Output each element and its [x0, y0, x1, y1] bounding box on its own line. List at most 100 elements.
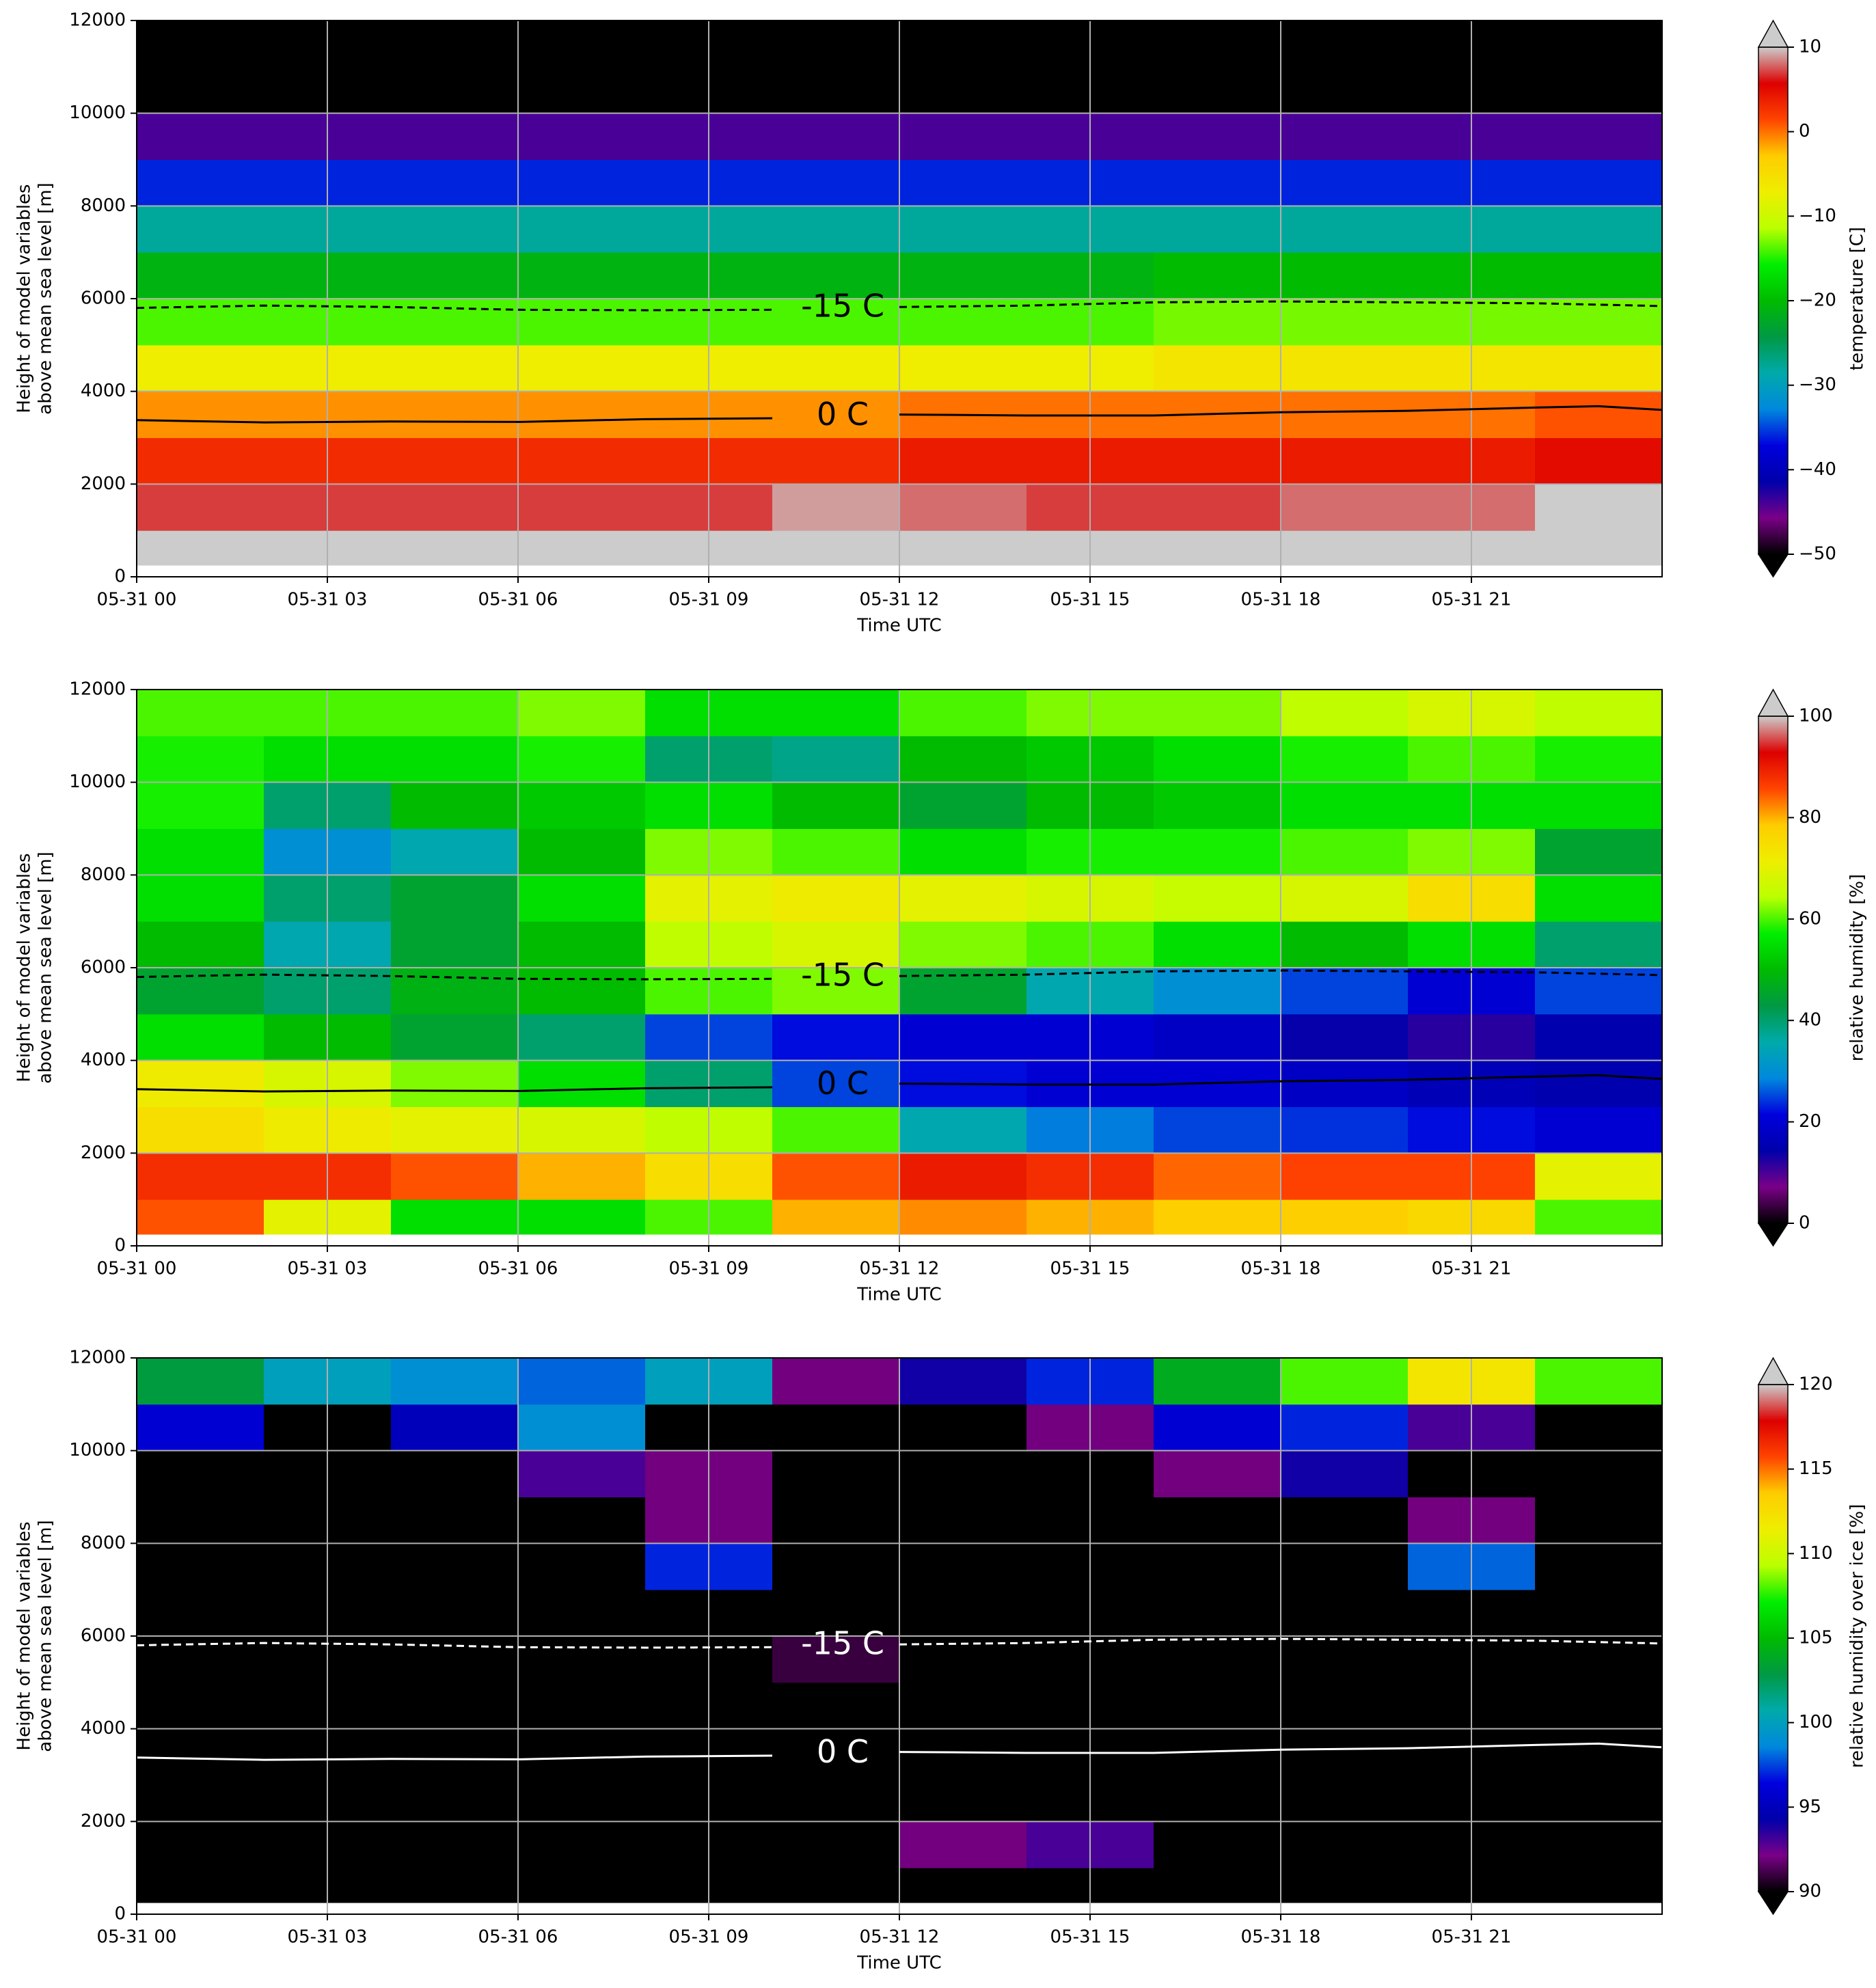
heatmap-cell — [137, 206, 264, 253]
heatmap-cell — [1281, 1450, 1409, 1497]
heatmap-cell — [137, 1013, 264, 1061]
contour-line — [899, 969, 1663, 977]
y-axis-label: Height of model variables — [14, 1521, 35, 1750]
heatmap-cell — [137, 875, 264, 922]
heatmap-cell — [772, 968, 900, 1015]
colorbar — [1758, 1385, 1788, 1892]
heatmap-cell — [137, 252, 264, 299]
y-tick-label: 2000 — [81, 1811, 126, 1832]
heatmap-cell — [1154, 1153, 1281, 1200]
heatmap-cell — [772, 1450, 900, 1497]
heatmap-cell — [137, 391, 264, 438]
y-tick-label: 12000 — [69, 679, 126, 700]
x-tick-label: 05-31 15 — [1050, 1259, 1130, 1279]
heatmap-cell — [1154, 690, 1281, 737]
heatmap-cell — [518, 1404, 646, 1452]
colorbar-tick-label: 90 — [1799, 1881, 1821, 1902]
heatmap-cell — [1535, 921, 1663, 968]
heatmap-cell — [899, 921, 1027, 968]
heatmap-cell — [1535, 1497, 1663, 1544]
colorbar-tick-label: 0 — [1799, 1213, 1810, 1234]
heatmap-cell — [899, 828, 1027, 875]
heatmap-cell — [899, 252, 1027, 299]
heatmap-cell — [391, 1450, 519, 1497]
heatmap-cell — [1535, 1199, 1663, 1235]
heatmap-cell — [391, 391, 519, 438]
heatmap-cell — [137, 484, 264, 531]
colorbar-tick-label: 60 — [1799, 908, 1821, 929]
colorbar-tick-label: 120 — [1799, 1374, 1833, 1395]
heatmap-cell — [1154, 1497, 1281, 1544]
heatmap-cell — [518, 1821, 646, 1868]
heatmap-cell — [518, 1728, 646, 1775]
heatmap-cell — [1281, 206, 1409, 253]
heatmap-cell — [518, 1106, 646, 1154]
heatmap-cell — [899, 1450, 1027, 1497]
heatmap-cell — [772, 875, 900, 922]
heatmap-cell — [899, 530, 1027, 566]
heatmap-cell — [1535, 735, 1663, 783]
heatmap-cell — [518, 1358, 646, 1405]
heatmap-cell — [518, 1543, 646, 1590]
heatmap-cell — [899, 159, 1027, 206]
heatmap-cell — [772, 299, 900, 346]
x-tick-label: 05-31 09 — [669, 1927, 749, 1948]
heatmap-cell — [1154, 921, 1281, 968]
heatmap-cell — [1154, 484, 1281, 531]
x-axis-label: Time UTC — [856, 1953, 941, 1974]
heatmap-cell — [1281, 484, 1409, 531]
heatmap-cell — [391, 1775, 519, 1822]
heatmap-cell — [1154, 1590, 1281, 1637]
x-tick-label: 05-31 21 — [1432, 1259, 1512, 1279]
heatmap-cell — [518, 735, 646, 783]
heatmap-cell — [1154, 828, 1281, 875]
heatmap-cell — [1535, 252, 1663, 299]
heatmap-cell — [1535, 344, 1663, 392]
heatmap-cell — [137, 1636, 264, 1683]
heatmap-cell — [899, 1682, 1027, 1730]
x-tick-label: 05-31 09 — [669, 1259, 749, 1279]
heatmap-cell — [391, 344, 519, 392]
heatmap-cell — [899, 690, 1027, 737]
heatmap-cell — [137, 1358, 264, 1405]
heatmap-cell — [899, 484, 1027, 531]
heatmap-cell — [1281, 1497, 1409, 1544]
colorbar-extend-max — [1757, 19, 1789, 48]
contour-line — [899, 1742, 1663, 1754]
heatmap-cell — [391, 299, 519, 346]
heatmap-cell — [899, 1013, 1027, 1061]
contour-line — [136, 1754, 773, 1761]
heatmap-cell — [772, 921, 900, 968]
x-tick-label: 05-31 12 — [860, 1259, 940, 1279]
contour-line — [136, 304, 773, 312]
heatmap-cell — [518, 1868, 646, 1903]
heatmap-cell — [772, 1497, 900, 1544]
heatmap-cell — [137, 1868, 264, 1903]
heatmap-cell — [772, 437, 900, 485]
heatmap-cell — [137, 113, 264, 160]
heatmap-cell — [899, 1543, 1027, 1590]
heatmap-cell — [391, 437, 519, 485]
heatmap-cell — [899, 1868, 1027, 1903]
heatmap-cell — [518, 1682, 646, 1730]
heatmap-cell — [391, 530, 519, 566]
colorbar-frame — [1758, 716, 1789, 1224]
contour-line — [136, 417, 773, 424]
colorbar — [1758, 716, 1788, 1223]
heatmap-cell — [1535, 1060, 1663, 1107]
heatmap-cell — [772, 1682, 900, 1730]
heatmap-cell — [772, 1728, 900, 1775]
y-axis-label: above mean sea level [m] — [36, 852, 56, 1083]
heatmap-cell — [518, 113, 646, 160]
colorbar-extend-min — [1757, 554, 1789, 578]
heatmap-cell — [1281, 921, 1409, 968]
heatmap-cell — [772, 690, 900, 737]
heatmap-cell — [772, 484, 900, 531]
colorbar-tick-label: 80 — [1799, 807, 1821, 828]
heatmap-cell — [1535, 1153, 1663, 1200]
contour-line — [136, 1086, 773, 1093]
heatmap-cell — [137, 1106, 264, 1154]
y-axis-label: above mean sea level [m] — [36, 182, 56, 414]
heatmap-cell — [1281, 530, 1409, 566]
heatmap-cell — [391, 252, 519, 299]
